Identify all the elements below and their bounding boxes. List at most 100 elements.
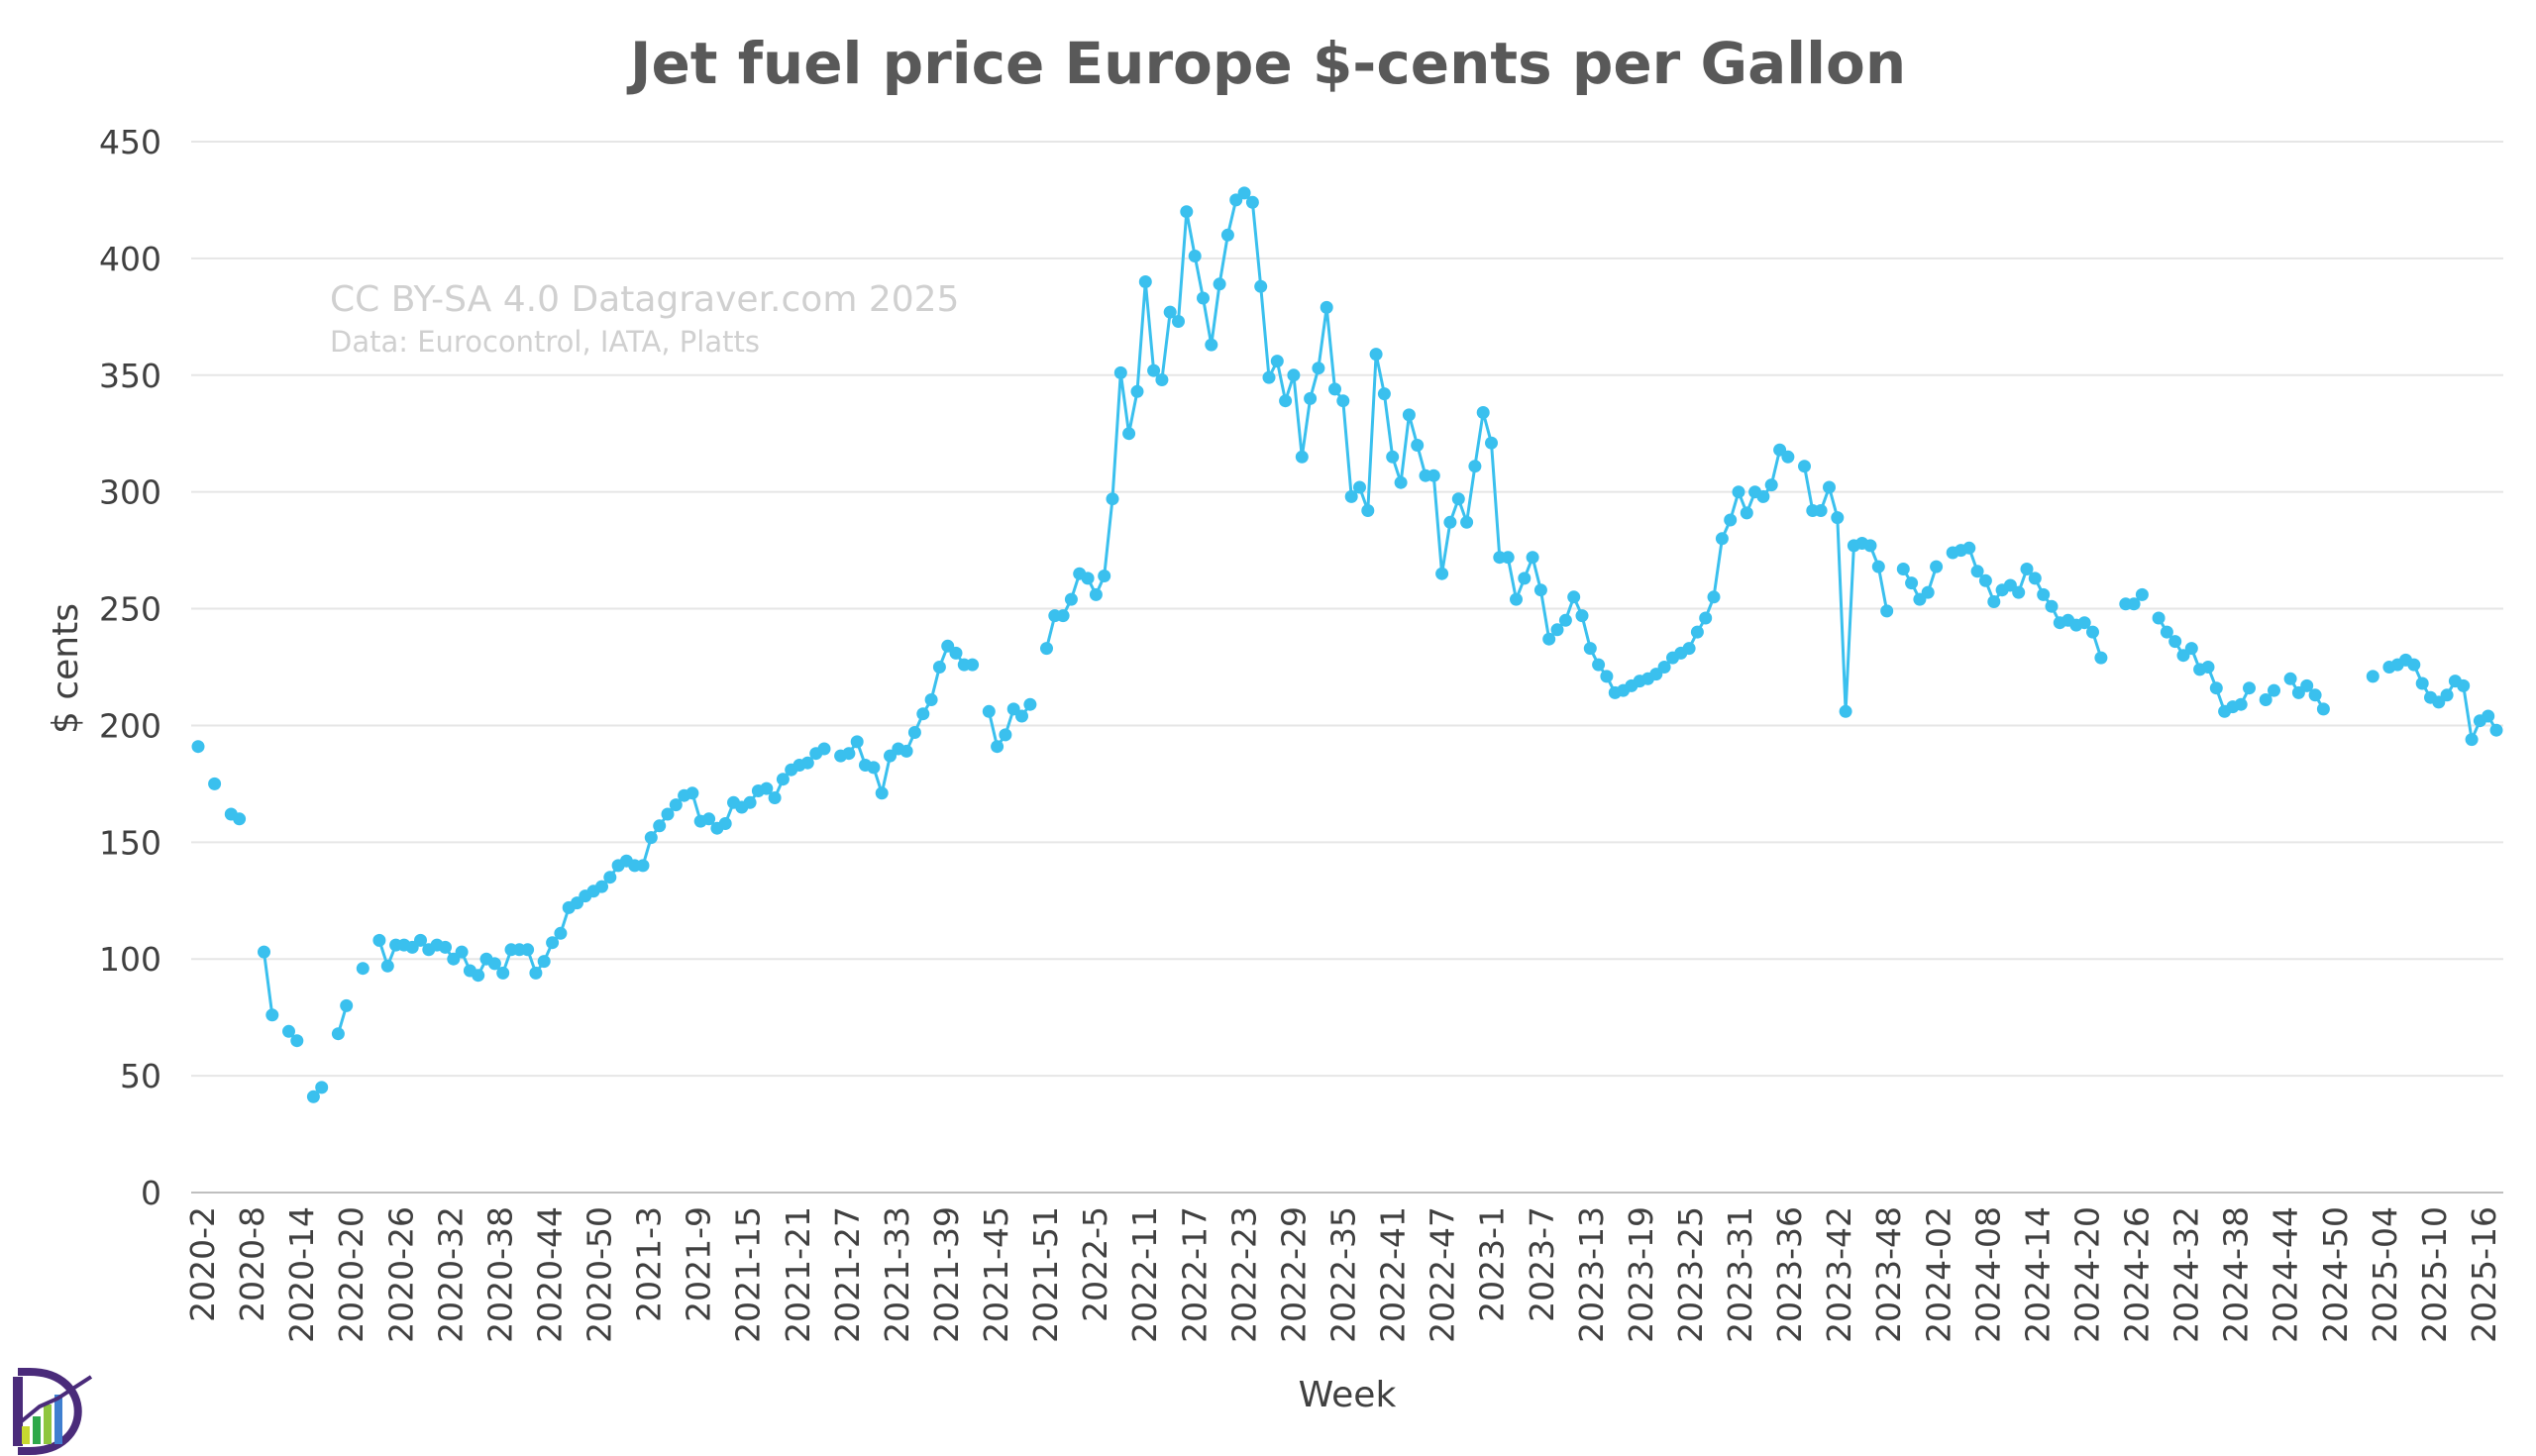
data-point bbox=[644, 831, 658, 845]
data-point bbox=[1896, 563, 1910, 575]
data-point bbox=[1155, 373, 1169, 386]
data-point bbox=[1987, 595, 2001, 608]
y-tick-label: 350 bbox=[99, 357, 161, 395]
data-point bbox=[1205, 338, 1218, 352]
data-point bbox=[1138, 275, 1152, 288]
data-point bbox=[1411, 439, 1425, 452]
data-point bbox=[991, 740, 1004, 754]
x-tick-label: 2024-44 bbox=[2267, 1206, 2305, 1343]
data-point bbox=[1781, 450, 1795, 464]
data-point bbox=[1831, 511, 1845, 525]
data-point bbox=[1113, 365, 1127, 379]
data-point bbox=[1575, 609, 1589, 623]
data-point bbox=[2465, 733, 2479, 747]
data-point bbox=[2234, 697, 2248, 711]
data-point bbox=[1518, 572, 1532, 585]
watermark-credit: CC BY-SA 4.0 Datagraver.com 2025 bbox=[330, 279, 959, 320]
data-point bbox=[472, 969, 485, 983]
data-point bbox=[1863, 539, 1877, 553]
x-tick-label: 2023-36 bbox=[1770, 1206, 1809, 1343]
data-point bbox=[1930, 560, 1944, 573]
data-point bbox=[496, 966, 510, 980]
data-point bbox=[2201, 661, 2215, 674]
x-tick-label: 2024-08 bbox=[1968, 1206, 2007, 1343]
x-tick-label: 2021-15 bbox=[729, 1206, 768, 1343]
data-point bbox=[1081, 572, 1095, 585]
x-tick-label: 2021-27 bbox=[828, 1206, 867, 1343]
data-point bbox=[932, 661, 946, 674]
data-point bbox=[924, 693, 938, 706]
y-tick-label: 200 bbox=[99, 706, 161, 745]
x-tick-label: 2023-48 bbox=[1869, 1206, 1908, 1343]
data-point bbox=[1451, 492, 1465, 506]
data-point bbox=[1435, 567, 1449, 580]
data-point bbox=[867, 761, 881, 775]
data-point bbox=[653, 819, 667, 833]
y-tick-label: 50 bbox=[120, 1057, 161, 1095]
x-tick-label: 2022-11 bbox=[1125, 1206, 1164, 1343]
data-point bbox=[546, 936, 560, 950]
x-tick-label: 2020-26 bbox=[381, 1206, 420, 1343]
data-point bbox=[1023, 697, 1037, 711]
data-point bbox=[1213, 277, 1226, 291]
watermark-source: Data: Eurocontrol, IATA, Platts bbox=[330, 325, 760, 359]
data-point bbox=[1122, 427, 1136, 441]
data-point bbox=[661, 807, 675, 821]
data-point bbox=[1740, 506, 1753, 520]
data-point bbox=[1699, 611, 1713, 625]
data-point bbox=[290, 1034, 304, 1048]
x-tick-label: 2020-38 bbox=[480, 1206, 519, 1343]
data-point bbox=[2152, 611, 2166, 625]
data-point bbox=[1312, 362, 1325, 375]
data-point bbox=[1279, 394, 1293, 408]
data-point bbox=[1147, 364, 1161, 377]
data-point bbox=[899, 744, 913, 758]
data-point bbox=[1756, 489, 1770, 503]
data-point bbox=[340, 998, 354, 1012]
y-axis-title: $ cents bbox=[46, 603, 86, 734]
data-point bbox=[1485, 436, 1498, 450]
x-tick-label: 2022-35 bbox=[1324, 1206, 1363, 1343]
x-axis-ticks: 2020-2 2020-8 2020-14 2020-20 2020-26 2020-32… bbox=[183, 1206, 2503, 1343]
y-tick-label: 300 bbox=[99, 473, 161, 512]
x-tick-label: 2021-39 bbox=[927, 1206, 966, 1343]
x-tick-label: 2020-44 bbox=[531, 1206, 570, 1343]
data-point bbox=[1978, 573, 1992, 587]
data-point bbox=[455, 945, 469, 959]
x-tick-label: 2023-13 bbox=[1572, 1206, 1611, 1343]
x-tick-label: 2020-20 bbox=[332, 1206, 370, 1343]
data-point bbox=[1361, 504, 1375, 517]
data-point bbox=[2135, 587, 2149, 601]
data-point bbox=[1369, 348, 1383, 362]
x-tick-label: 2021-45 bbox=[977, 1206, 1015, 1343]
data-point bbox=[1468, 460, 1482, 473]
x-tick-label: 2024-50 bbox=[2316, 1206, 2355, 1343]
data-point bbox=[1526, 551, 1539, 565]
data-point bbox=[1295, 450, 1309, 464]
x-tick-label: 2022-5 bbox=[1076, 1206, 1114, 1322]
data-point bbox=[1460, 515, 1474, 529]
data-point bbox=[1657, 661, 1671, 674]
data-point bbox=[1583, 642, 1597, 656]
x-tick-label: 2024-38 bbox=[2217, 1206, 2256, 1343]
x-tick-label: 2025-10 bbox=[2415, 1206, 2454, 1343]
data-point bbox=[414, 933, 427, 947]
data-point bbox=[2259, 693, 2272, 706]
data-point bbox=[2482, 709, 2495, 723]
x-tick-label: 2022-41 bbox=[1374, 1206, 1413, 1343]
data-point bbox=[875, 786, 889, 800]
chart-title: Jet fuel price Europe $-cents per Gallon bbox=[626, 30, 1906, 97]
data-point bbox=[1707, 590, 1721, 604]
data-point bbox=[1344, 489, 1358, 503]
data-point bbox=[2184, 642, 2198, 656]
data-point bbox=[356, 962, 370, 976]
data-point bbox=[636, 859, 650, 873]
x-tick-label: 2022-23 bbox=[1224, 1206, 1263, 1343]
data-point bbox=[1600, 670, 1614, 683]
data-point bbox=[554, 926, 568, 940]
data-point bbox=[2012, 585, 2026, 599]
x-tick-label: 2024-20 bbox=[2068, 1206, 2107, 1343]
data-point bbox=[372, 933, 386, 947]
data-point bbox=[1098, 570, 1111, 582]
